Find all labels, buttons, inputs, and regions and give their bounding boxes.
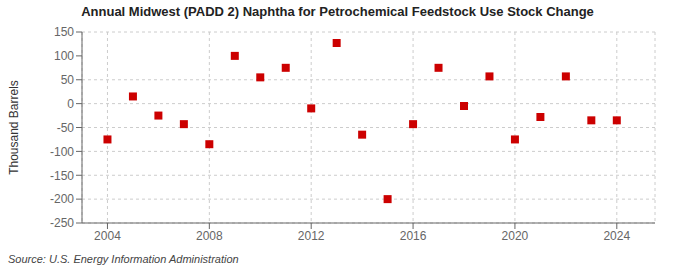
svg-text:2008: 2008 bbox=[196, 229, 223, 243]
svg-text:100: 100 bbox=[54, 49, 74, 63]
svg-text:-150: -150 bbox=[50, 169, 74, 183]
svg-text:2024: 2024 bbox=[603, 229, 630, 243]
svg-text:2012: 2012 bbox=[298, 229, 325, 243]
svg-text:-100: -100 bbox=[50, 145, 74, 159]
html-text:Source: U.S. Energy Informatio: Source: U.S. Energy Information Administ… bbox=[8, 253, 239, 265]
svg-text:Thousand Barrels: Thousand Barrels bbox=[8, 80, 21, 175]
html-text:Annual Midwest (PADD 2) Naphth: Annual Midwest (PADD 2) Naphtha for Petr… bbox=[81, 4, 594, 19]
svg-text:-200: -200 bbox=[50, 192, 74, 206]
svg-text:0: 0 bbox=[67, 97, 74, 111]
svg-text:-250: -250 bbox=[50, 216, 74, 230]
svg-text:2016: 2016 bbox=[400, 229, 427, 243]
svg-text:50: 50 bbox=[61, 73, 75, 87]
svg-text:-50: -50 bbox=[57, 121, 75, 135]
svg-text:2004: 2004 bbox=[94, 229, 121, 243]
svg-text:150: 150 bbox=[54, 25, 74, 39]
svg-text:2020: 2020 bbox=[502, 229, 529, 243]
